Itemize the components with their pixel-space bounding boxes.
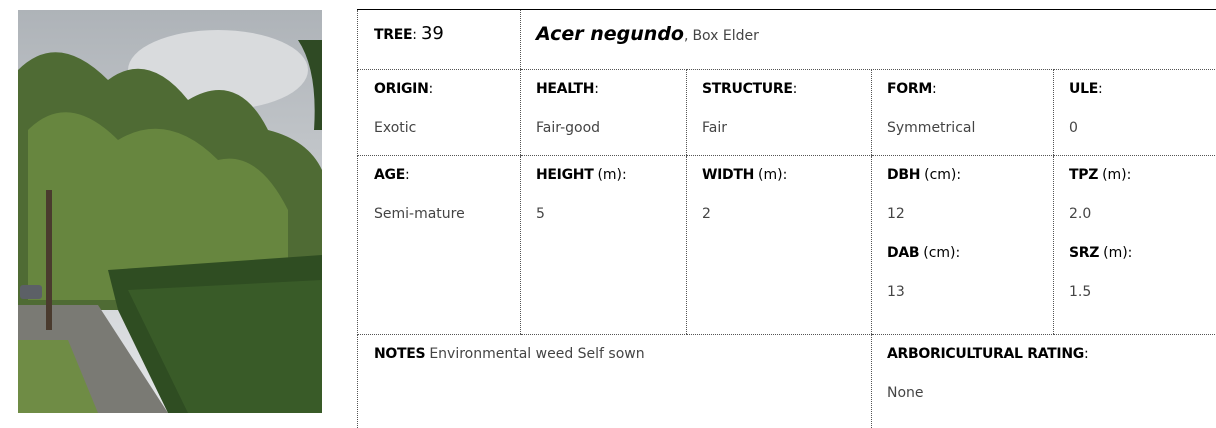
field-label: AGE <box>374 167 405 183</box>
rating-suffix: : <box>1084 346 1089 362</box>
field-cell: AGE: Semi-mature <box>358 156 521 335</box>
field-value: 13 <box>887 273 1053 312</box>
field-value: Exotic <box>374 109 520 148</box>
field-suffix: : <box>793 81 798 97</box>
separator: , <box>684 28 688 44</box>
tree-table: TREE:39 Acer negundo,Box Elder ORIGIN:Ex… <box>357 9 1216 428</box>
field-label: STRUCTURE <box>702 81 793 97</box>
tree-cell: TREE:39 <box>358 10 521 70</box>
field-suffix: (m): <box>1103 245 1132 261</box>
field-label: HEIGHT <box>536 167 593 183</box>
row: ORIGIN: Exotic HEALTH: Fair-good STRUCTURE… <box>358 70 1216 156</box>
field-value: 5 <box>536 195 686 234</box>
row: AGE:Semi-mature HEIGHT(m):5 WIDTH(m):2 D… <box>358 156 1216 335</box>
field-suffix: (cm): <box>924 167 961 183</box>
field-label: HEALTH <box>536 81 594 97</box>
field-value: Fair-good <box>536 109 686 148</box>
field-value: 12 <box>887 195 1053 234</box>
notes-text: Environmental weed Self sown <box>429 346 644 362</box>
rating-label: ARBORICULTURAL RATING <box>887 346 1084 362</box>
field-cell: FORM: Symmetrical <box>872 70 1054 156</box>
field-value: 1.5 <box>1069 273 1216 312</box>
species-cell: Acer negundo,Box Elder <box>521 10 1216 70</box>
field-label: DBH <box>887 167 920 183</box>
field-label: TPZ <box>1069 167 1098 183</box>
rating-cell: ARBORICULTURAL RATING: None <box>872 335 1216 428</box>
notes-label: NOTES <box>374 346 425 362</box>
field-suffix: (cm): <box>923 245 960 261</box>
rating-value: None <box>887 374 1216 413</box>
field-label: WIDTH <box>702 167 754 183</box>
field-suffix: : <box>1098 81 1103 97</box>
field-value: 0 <box>1069 109 1216 148</box>
field-label: SRZ <box>1069 245 1099 261</box>
scientific-name: Acer negundo <box>536 23 684 45</box>
field-suffix: (m): <box>1102 167 1131 183</box>
field-label: FORM <box>887 81 932 97</box>
field-cell: WIDTH(m): 2 <box>687 156 872 335</box>
header-row: TREE:39 Acer negundo,Box Elder <box>358 10 1216 70</box>
field-value: Symmetrical <box>887 109 1053 148</box>
field-cell: HEIGHT(m): 5 <box>521 156 687 335</box>
tree-suffix: : <box>412 27 417 43</box>
field-suffix: : <box>594 81 599 97</box>
field-suffix: : <box>429 81 434 97</box>
field-suffix: (m): <box>758 167 787 183</box>
field-value: Semi-mature <box>374 195 520 234</box>
field-value: Fair <box>702 109 871 148</box>
field-value: 2 <box>702 195 871 234</box>
common-name: Box Elder <box>692 28 758 44</box>
field-label: ULE <box>1069 81 1098 97</box>
field-suffix: : <box>405 167 410 183</box>
field-label: DAB <box>887 245 919 261</box>
tree-number: 39 <box>421 23 444 44</box>
field-cell: ORIGIN: Exotic <box>358 70 521 156</box>
field-suffix: : <box>932 81 937 97</box>
field-cell: ULE: 0 <box>1054 70 1216 156</box>
field-value: 2.0 <box>1069 195 1216 234</box>
field-suffix: (m): <box>597 167 626 183</box>
field-label: ORIGIN <box>374 81 429 97</box>
tree-photo <box>18 10 322 413</box>
field-cell: STRUCTURE: Fair <box>687 70 872 156</box>
field-cell: HEALTH: Fair-good <box>521 70 687 156</box>
tree-label: TREE <box>374 27 412 43</box>
